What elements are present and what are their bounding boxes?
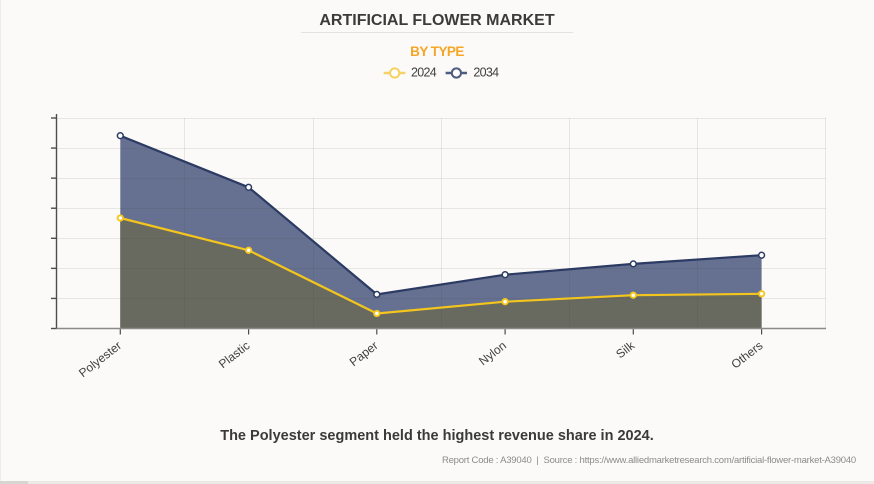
svg-text:Others: Others [728,338,765,371]
svg-text:Nylon: Nylon [476,338,509,368]
svg-text:Silk: Silk [613,338,638,362]
svg-text:2024: 2024 [411,66,437,80]
svg-text:Plastic: Plastic [216,338,252,371]
svg-text:Polyester: Polyester [76,338,124,380]
svg-text:2034: 2034 [473,66,499,80]
svg-text:Paper: Paper [347,338,381,369]
